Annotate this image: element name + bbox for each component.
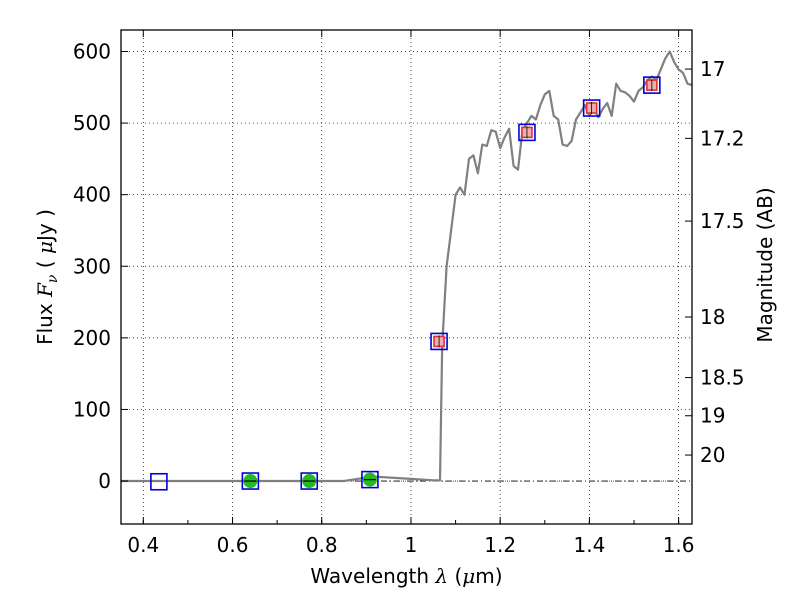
photometry-box: [582, 99, 601, 117]
y2-axis-label: Magnitude (AB): [753, 187, 777, 342]
x-tick-label: 0.8: [306, 533, 338, 557]
photometry-box: [300, 472, 319, 490]
y-tick-label: 200: [73, 326, 111, 350]
x-axis-label: Wavelength λ (μm): [310, 564, 502, 588]
y-tick-label: 500: [73, 111, 111, 135]
x-tick-label: 1.2: [484, 533, 516, 557]
model-spectrum-line: [121, 50, 693, 483]
photometry-box: [518, 123, 536, 142]
x-tick-label: 1: [405, 533, 418, 557]
mag-tick-label: 17: [700, 57, 725, 81]
x-tick-label: 1.4: [573, 533, 605, 557]
plot-area: [121, 50, 693, 491]
y-axis-label: Flux Fν ( μJy ): [33, 209, 61, 345]
photometry-box: [643, 76, 661, 94]
y-tick-label: 100: [73, 397, 111, 421]
photometry-box: [430, 332, 448, 351]
plot-frame: [120, 29, 693, 525]
y-tick-label: 0: [98, 469, 111, 493]
mag-tick-label: 18.5: [700, 366, 745, 390]
photometry-box: [150, 472, 168, 491]
photometry-box: [361, 470, 379, 489]
x-tick-label: 1.6: [663, 533, 695, 557]
photometry-box: [241, 472, 260, 490]
mag-tick-label: 17.5: [700, 209, 745, 233]
y-tick-label: 400: [73, 183, 111, 207]
x-tick-label: 0.6: [217, 533, 249, 557]
mag-tick-label: 19: [700, 404, 725, 428]
mag-tick-label: 17.2: [700, 126, 745, 150]
mag-tick-label: 20: [700, 443, 725, 467]
y-tick-label: 600: [73, 39, 111, 63]
y-tick-label: 300: [73, 254, 111, 278]
axis-ticks: 0.4 0.6 0.8 1 1.2 1.4 1.6 0 100 200 300 400 500 600 17…: [73, 30, 745, 557]
x-tick-label: 0.4: [127, 533, 159, 557]
mag-tick-label: 18: [700, 305, 725, 329]
